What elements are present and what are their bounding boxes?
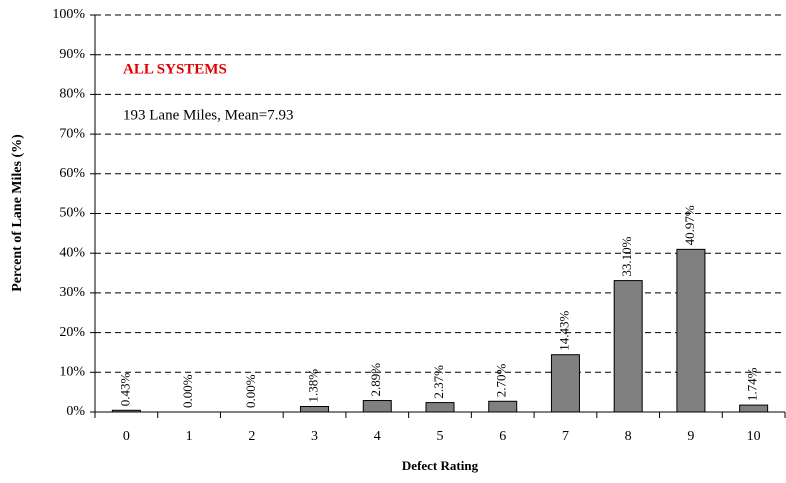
y-tick-label: 70% — [59, 126, 85, 141]
bar — [550, 354, 580, 413]
value-label: 40.97% — [682, 205, 697, 245]
y-tick-label: 30% — [59, 285, 85, 300]
x-tick-label: 9 — [687, 429, 694, 444]
y-tick-label: 20% — [59, 325, 85, 340]
y-tick-label: 0% — [66, 404, 85, 419]
bar — [111, 409, 141, 413]
value-label: 2.70% — [494, 364, 509, 398]
bar — [613, 280, 643, 413]
x-tick-label: 7 — [562, 429, 569, 444]
annotation: ALL SYSTEMS — [123, 61, 227, 77]
y-tick-label: 10% — [59, 365, 85, 380]
x-tick-label: 10 — [747, 429, 761, 444]
bar — [362, 400, 392, 413]
y-tick-label: 50% — [59, 206, 85, 221]
x-tick-label: 6 — [499, 429, 506, 444]
y-tick-label: 90% — [59, 47, 85, 62]
value-label: 2.37% — [431, 365, 446, 399]
y-tick-label: 40% — [59, 245, 85, 260]
bar — [488, 400, 518, 413]
value-label: 0.43% — [117, 373, 132, 407]
x-axis-title: Defect Rating — [402, 458, 479, 473]
value-label: 1.74% — [745, 367, 760, 401]
y-axis-title: Percent of Lane Miles (%) — [10, 134, 25, 292]
bar — [300, 406, 330, 413]
y-tick-label: 60% — [59, 166, 85, 181]
x-tick-label: 1 — [186, 429, 193, 444]
x-tick-label: 2 — [248, 429, 255, 444]
bar — [676, 248, 706, 413]
x-tick-label: 3 — [311, 429, 318, 444]
value-label: 33.10% — [619, 236, 634, 276]
value-label: 0.00% — [243, 374, 258, 408]
bar — [425, 402, 455, 413]
bar — [739, 404, 769, 413]
x-tick-label: 4 — [374, 429, 381, 444]
y-tick-label: 100% — [52, 7, 85, 22]
y-tick-label: 80% — [59, 87, 85, 102]
value-label: 2.89% — [368, 363, 383, 397]
x-tick-label: 8 — [625, 429, 632, 444]
value-label: 0.00% — [180, 374, 195, 408]
annotation: 193 Lane Miles, Mean=7.93 — [123, 107, 294, 123]
x-tick-label: 0 — [123, 429, 130, 444]
value-label: 14.43% — [556, 310, 571, 350]
x-tick-label: 5 — [437, 429, 444, 444]
value-label: 1.38% — [306, 369, 321, 403]
